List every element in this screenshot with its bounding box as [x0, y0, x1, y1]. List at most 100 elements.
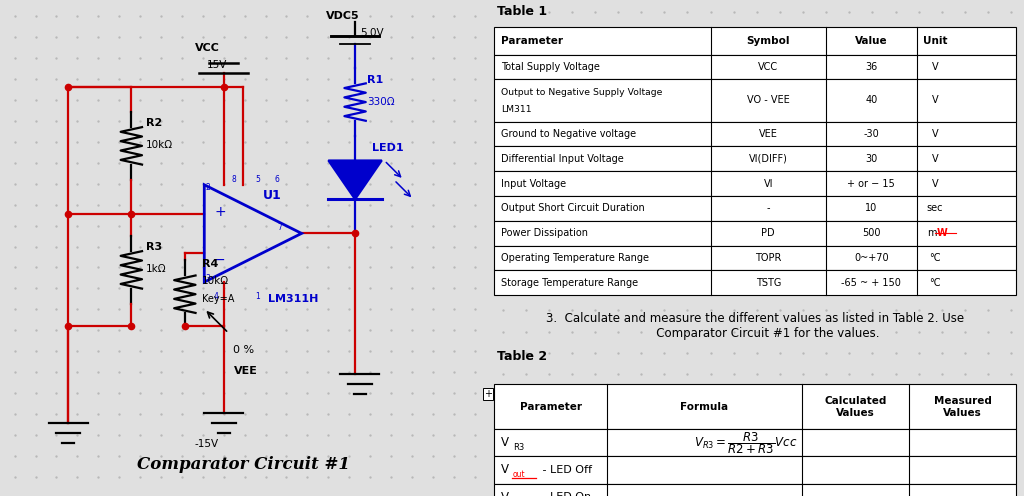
Text: 30: 30 [865, 154, 878, 164]
Text: °C: °C [930, 253, 941, 263]
Text: Total Supply Voltage: Total Supply Voltage [501, 62, 600, 72]
FancyBboxPatch shape [495, 27, 1016, 55]
Text: Table 1: Table 1 [498, 5, 547, 18]
Text: VI(DIFF): VI(DIFF) [749, 154, 787, 164]
FancyBboxPatch shape [495, 146, 1016, 171]
FancyBboxPatch shape [495, 196, 1016, 221]
Text: 10: 10 [865, 203, 878, 213]
FancyBboxPatch shape [495, 270, 1016, 295]
Text: -15V: -15V [195, 439, 219, 449]
Text: sec: sec [927, 203, 943, 213]
Text: 0~+70: 0~+70 [854, 253, 889, 263]
FancyBboxPatch shape [495, 55, 1016, 79]
Text: 3.  Calculate and measure the different values as listed in Table 2. Use
       : 3. Calculate and measure the different v… [546, 312, 965, 340]
Text: 36: 36 [865, 62, 878, 72]
Text: R4: R4 [202, 259, 218, 269]
Text: V: V [932, 62, 938, 72]
Text: + or − 15: + or − 15 [847, 179, 895, 188]
Text: R2: R2 [145, 119, 162, 128]
Text: °C: °C [930, 278, 941, 288]
Text: V: V [932, 129, 938, 139]
Text: 5: 5 [255, 176, 260, 185]
FancyBboxPatch shape [495, 384, 1016, 429]
Text: R3: R3 [145, 243, 162, 252]
Text: Parameter: Parameter [519, 402, 582, 412]
Text: 500: 500 [862, 228, 881, 238]
Text: VI: VI [764, 179, 773, 188]
Text: LED1: LED1 [372, 143, 403, 153]
Text: Power Dissipation: Power Dissipation [501, 228, 588, 238]
Text: Differential Input Voltage: Differential Input Voltage [501, 154, 624, 164]
Text: Input Voltage: Input Voltage [501, 179, 566, 188]
Text: TOPR: TOPR [755, 253, 781, 263]
Text: Table 2: Table 2 [498, 350, 547, 363]
Text: Ground to Negative voltage: Ground to Negative voltage [501, 129, 636, 139]
Text: Comparator Circuit #1: Comparator Circuit #1 [136, 456, 350, 473]
Polygon shape [329, 160, 382, 199]
Text: Output Short Circuit Duration: Output Short Circuit Duration [501, 203, 645, 213]
Text: 15V: 15V [207, 60, 227, 70]
Text: - LED On: - LED On [539, 492, 591, 496]
Text: 6: 6 [274, 176, 280, 185]
Text: VEE: VEE [759, 129, 777, 139]
FancyBboxPatch shape [495, 122, 1016, 146]
Text: Storage Temperature Range: Storage Temperature Range [501, 278, 638, 288]
Text: Calculated
Values: Calculated Values [824, 396, 887, 418]
Text: PD: PD [762, 228, 775, 238]
Text: W: W [937, 228, 947, 238]
Text: Formula: Formula [680, 402, 728, 412]
Text: R3: R3 [513, 442, 524, 452]
Text: V: V [932, 179, 938, 188]
Text: Parameter: Parameter [501, 36, 563, 46]
Text: V: V [501, 463, 509, 477]
Text: V: V [501, 491, 509, 496]
Text: V: V [932, 95, 938, 106]
Text: Unit: Unit [923, 36, 947, 46]
Text: VEE: VEE [233, 367, 257, 376]
Text: Operating Temperature Range: Operating Temperature Range [501, 253, 649, 263]
Text: 10kΩ: 10kΩ [202, 276, 229, 287]
Text: +: + [483, 389, 492, 399]
Text: Measured
Values: Measured Values [934, 396, 991, 418]
Text: m: m [927, 228, 937, 238]
FancyBboxPatch shape [495, 171, 1016, 196]
Text: VO - VEE: VO - VEE [746, 95, 790, 106]
Text: 0 %: 0 % [233, 345, 255, 355]
Text: 10kΩ: 10kΩ [145, 140, 173, 150]
Text: LM311: LM311 [501, 105, 531, 114]
FancyBboxPatch shape [495, 246, 1016, 270]
Text: Symbol: Symbol [746, 36, 790, 46]
Text: R1: R1 [368, 74, 383, 85]
Text: VCC: VCC [758, 62, 778, 72]
Text: 7: 7 [278, 223, 283, 232]
Text: V: V [501, 436, 509, 449]
Text: -: - [767, 203, 770, 213]
FancyBboxPatch shape [495, 484, 1016, 496]
FancyBboxPatch shape [495, 221, 1016, 246]
Text: U1: U1 [262, 189, 282, 202]
Text: LM311H: LM311H [267, 294, 317, 304]
FancyBboxPatch shape [495, 79, 1016, 122]
Text: TSTG: TSTG [756, 278, 781, 288]
Text: V: V [932, 154, 938, 164]
Text: -30: -30 [863, 129, 879, 139]
Text: 1: 1 [255, 292, 260, 301]
Text: VCC: VCC [195, 43, 219, 53]
Text: - LED Off: - LED Off [539, 465, 592, 475]
Text: 4: 4 [214, 292, 219, 301]
Text: $V_{R3} = \dfrac{R3}{R2+R3}Vcc$: $V_{R3} = \dfrac{R3}{R2+R3}Vcc$ [693, 430, 798, 455]
Text: VDC5: VDC5 [326, 11, 359, 21]
FancyBboxPatch shape [495, 429, 1016, 456]
Text: 330Ω: 330Ω [368, 97, 395, 107]
FancyBboxPatch shape [495, 456, 1016, 484]
Text: 1kΩ: 1kΩ [145, 264, 167, 274]
Text: +: + [214, 204, 225, 219]
Text: 40: 40 [865, 95, 878, 106]
Text: 5.0V: 5.0V [360, 28, 384, 38]
Text: -65 ~ + 150: -65 ~ + 150 [842, 278, 901, 288]
Text: 8: 8 [231, 176, 236, 185]
Text: −: − [214, 253, 225, 267]
Text: out: out [513, 470, 525, 479]
Text: Value: Value [855, 36, 888, 46]
Text: Output to Negative Supply Voltage: Output to Negative Supply Voltage [501, 88, 663, 97]
